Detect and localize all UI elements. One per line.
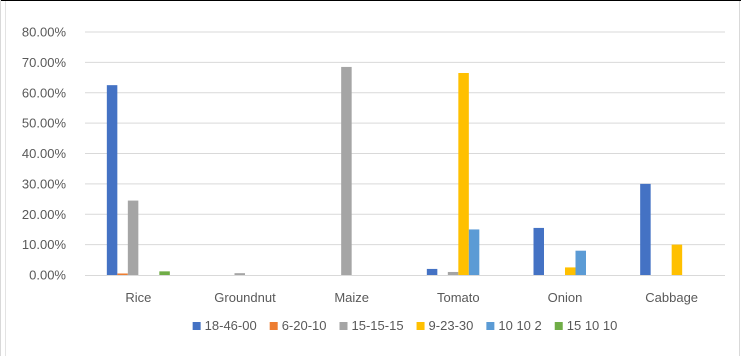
y-tick-label: 50.00% bbox=[22, 116, 67, 131]
bar-onion-4 bbox=[575, 250, 586, 275]
legend-label: 15 10 10 bbox=[567, 318, 618, 333]
legend-item: 10 10 2 bbox=[486, 318, 542, 333]
bar-rice-5 bbox=[159, 271, 170, 275]
legend: 18-46-00 6-20-10 15-15-15 9-23-30 10 10 2 15 … bbox=[192, 318, 618, 333]
legend-swatch bbox=[339, 322, 348, 330]
y-tick-label: 10.00% bbox=[22, 237, 67, 252]
legend-item: 9-23-30 bbox=[416, 318, 474, 333]
legend-item: 18-46-00 bbox=[192, 318, 257, 333]
x-tick-label: Tomato bbox=[437, 290, 480, 305]
legend-item: 6-20-10 bbox=[269, 318, 327, 333]
bar-groundnut-2 bbox=[234, 273, 245, 275]
legend-label: 9-23-30 bbox=[429, 318, 474, 333]
y-tick-label: 0.00% bbox=[29, 268, 66, 283]
bar-rice-0 bbox=[106, 85, 118, 275]
y-tick-label: 20.00% bbox=[22, 207, 67, 222]
bar-tomato-0 bbox=[426, 268, 438, 275]
bar-onion-3 bbox=[565, 267, 576, 275]
legend-swatch bbox=[269, 322, 278, 330]
y-tick-label: 70.00% bbox=[22, 55, 67, 70]
legend-item: 15 10 10 bbox=[554, 318, 618, 333]
bar-rice-2 bbox=[127, 200, 139, 275]
x-axis-category-labels: Rice Groundnut Maize Tomato Onion Cabbage bbox=[125, 290, 698, 305]
y-tick-label: 40.00% bbox=[22, 146, 67, 161]
y-axis-tick-labels: 0.00% 10.00% 20.00% 30.00% 40.00% 50.00% 60.00… bbox=[22, 25, 67, 283]
y-tick-label: 60.00% bbox=[22, 85, 67, 100]
legend-item: 15-15-15 bbox=[339, 318, 404, 333]
bar-tomato-3 bbox=[458, 73, 469, 275]
frame-inner-left-border bbox=[5, 1, 6, 356]
legend-swatch bbox=[554, 322, 563, 330]
legend-label: 6-20-10 bbox=[282, 318, 327, 333]
legend-swatch bbox=[486, 322, 495, 330]
bar-rice-1 bbox=[117, 273, 128, 275]
legend-label: 18-46-00 bbox=[205, 318, 257, 333]
x-tick-label: Groundnut bbox=[214, 290, 276, 305]
x-tick-label: Cabbage bbox=[645, 290, 698, 305]
legend-swatch bbox=[192, 322, 201, 330]
bar-maize-2 bbox=[341, 66, 352, 276]
bars bbox=[106, 66, 683, 276]
x-tick-label: Rice bbox=[125, 290, 151, 305]
legend-label: 10 10 2 bbox=[498, 318, 541, 333]
x-tick-label: Onion bbox=[548, 290, 583, 305]
legend-swatch bbox=[416, 322, 425, 330]
x-tick-label: Maize bbox=[334, 290, 369, 305]
frame-left-border bbox=[0, 0, 1, 356]
y-tick-label: 80.00% bbox=[22, 25, 67, 40]
legend-label: 15-15-15 bbox=[352, 318, 404, 333]
frame-top-border bbox=[0, 0, 741, 1]
bar-cabbage-0 bbox=[640, 183, 651, 275]
bar-tomato-4 bbox=[468, 229, 480, 275]
bar-tomato-2 bbox=[447, 271, 459, 275]
bar-cabbage-3 bbox=[671, 244, 683, 275]
gridlines bbox=[85, 31, 725, 246]
frame-right-border bbox=[739, 1, 740, 356]
y-tick-label: 30.00% bbox=[22, 176, 67, 191]
bar-onion-0 bbox=[533, 227, 544, 275]
